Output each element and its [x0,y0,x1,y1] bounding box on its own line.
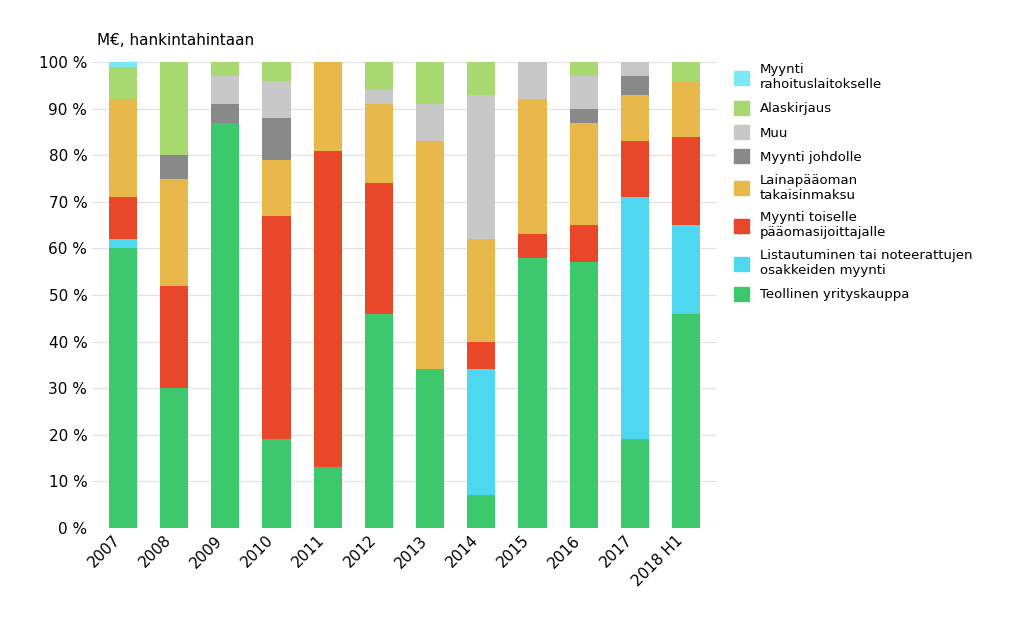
Bar [569,109,598,123]
Bar [518,234,547,258]
Bar [672,137,700,225]
Bar [621,62,649,76]
Bar [467,62,496,94]
Bar [160,179,188,286]
Bar [211,62,240,76]
Bar [109,67,137,99]
Bar [467,496,496,528]
Bar [621,141,649,197]
Legend: Myynti
rahoituslaitokselle, Alaskirjaus, Muu, Myynti johdolle, Lainapääoman
taka: Myynti rahoituslaitokselle, Alaskirjaus,… [730,60,977,306]
Bar [109,99,137,197]
Bar [621,94,649,141]
Bar [313,150,342,467]
Bar [569,225,598,262]
Bar [518,258,547,528]
Bar [365,104,393,183]
Bar [621,440,649,528]
Bar [621,76,649,94]
Bar [262,81,291,118]
Bar [672,62,700,81]
Bar [262,118,291,160]
Bar [313,62,342,150]
Bar [569,123,598,225]
Bar [621,197,649,440]
Bar [262,62,291,81]
Bar [262,216,291,440]
Bar [416,62,444,104]
Bar [518,62,547,99]
Bar [416,369,444,528]
Bar [518,99,547,235]
Bar [211,76,240,104]
Bar [109,197,137,239]
Bar [467,369,496,496]
Bar [416,104,444,141]
Bar [365,314,393,528]
Bar [467,239,496,342]
Bar [109,239,137,248]
Bar [467,94,496,239]
Bar [467,342,496,369]
Bar [416,142,444,369]
Bar [313,467,342,528]
Bar [109,248,137,528]
Bar [672,225,700,314]
Bar [211,123,240,528]
Bar [365,183,393,314]
Bar [160,286,188,388]
Text: M€, hankintahintaan: M€, hankintahintaan [97,33,254,48]
Bar [160,388,188,528]
Bar [160,62,188,155]
Bar [262,440,291,528]
Bar [211,104,240,123]
Bar [365,62,393,90]
Bar [672,314,700,528]
Bar [569,262,598,528]
Bar [672,81,700,137]
Bar [262,160,291,215]
Bar [109,62,137,67]
Bar [365,90,393,104]
Bar [160,155,188,179]
Bar [569,62,598,76]
Bar [569,76,598,109]
